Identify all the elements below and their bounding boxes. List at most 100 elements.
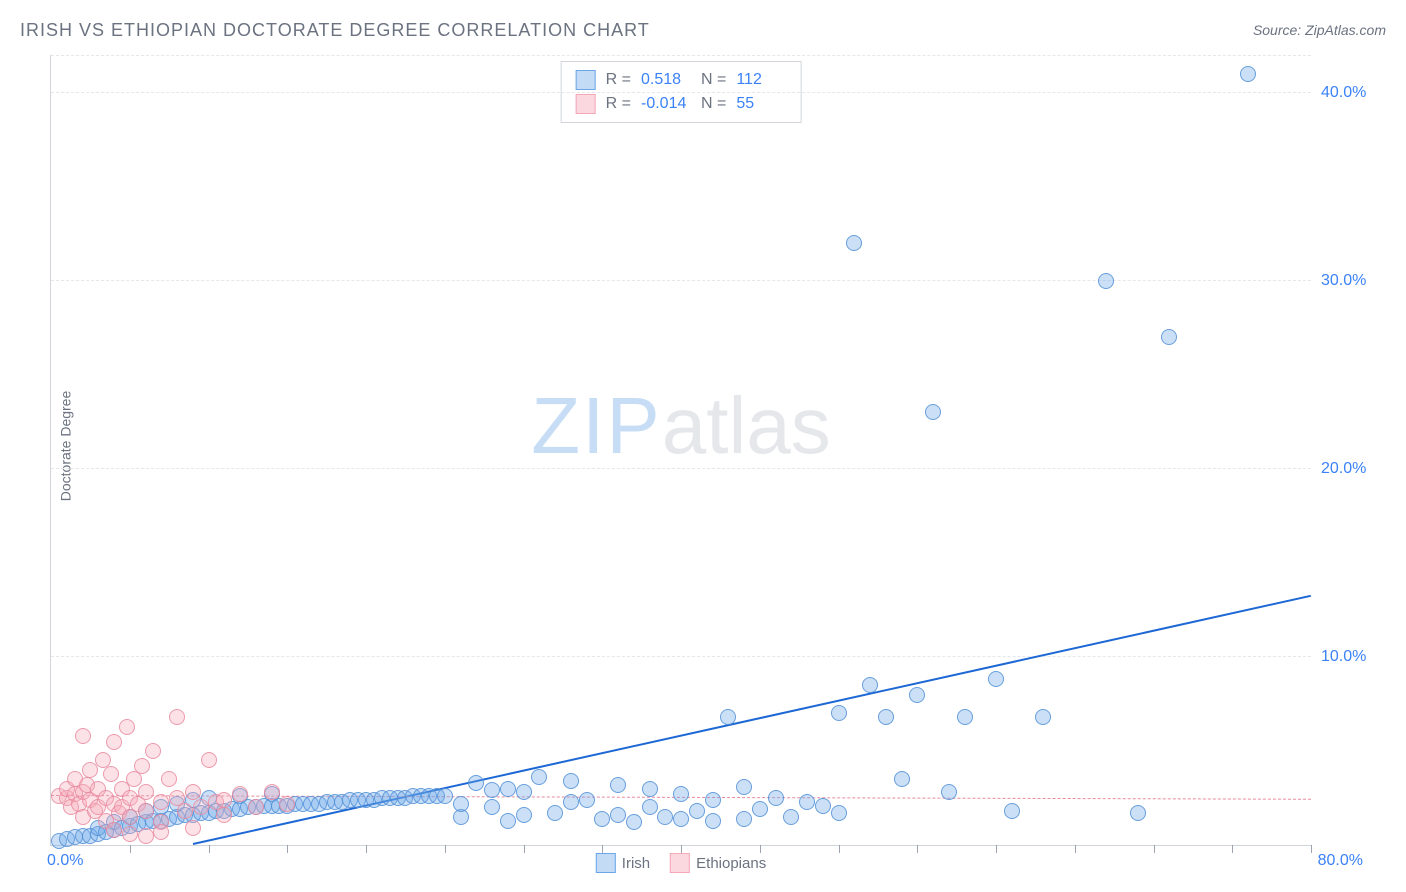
plot-area: ZIPatlas R = 0.518 N = 112 R = -0.014 N …: [50, 55, 1311, 846]
data-point: [279, 796, 295, 812]
data-point: [705, 792, 721, 808]
data-point: [957, 709, 973, 725]
data-point: [138, 784, 154, 800]
swatch-ethiopians: [576, 94, 596, 114]
data-point: [248, 799, 264, 815]
x-tick: [1154, 845, 1155, 853]
legend-label-irish: Irish: [622, 855, 650, 872]
data-point: [1161, 329, 1177, 345]
watermark: ZIPatlas: [531, 380, 830, 472]
data-point: [138, 828, 154, 844]
data-point: [216, 807, 232, 823]
gridline: [51, 468, 1311, 469]
n-value-irish: 112: [736, 71, 786, 89]
y-tick-label: 10.0%: [1321, 648, 1381, 666]
data-point: [736, 779, 752, 795]
data-point: [484, 782, 500, 798]
data-point: [516, 784, 532, 800]
chart-container: IRISH VS ETHIOPIAN DOCTORATE DEGREE CORR…: [0, 0, 1406, 892]
data-point: [437, 788, 453, 804]
data-point: [673, 811, 689, 827]
gridline: [51, 55, 1311, 56]
data-point: [516, 807, 532, 823]
data-point: [153, 794, 169, 810]
watermark-zip: ZIP: [531, 381, 661, 470]
x-tick: [839, 845, 840, 853]
data-point: [500, 781, 516, 797]
data-point: [909, 687, 925, 703]
data-point: [862, 677, 878, 693]
gridline: [51, 280, 1311, 281]
legend-item-irish: Irish: [596, 853, 650, 873]
data-point: [815, 798, 831, 814]
gridline: [51, 92, 1311, 93]
data-point: [626, 814, 642, 830]
data-point: [177, 803, 193, 819]
y-tick-label: 30.0%: [1321, 272, 1381, 290]
series-legend: Irish Ethiopians: [596, 853, 766, 873]
data-point: [736, 811, 752, 827]
data-point: [106, 734, 122, 750]
stats-row-irish: R = 0.518 N = 112: [576, 68, 787, 92]
data-point: [894, 771, 910, 787]
data-point: [468, 775, 484, 791]
data-point: [138, 803, 154, 819]
data-point: [579, 792, 595, 808]
watermark-atlas: atlas: [662, 381, 831, 470]
x-tick: [602, 845, 603, 853]
data-point: [610, 807, 626, 823]
x-tick: [681, 845, 682, 853]
n-label: N =: [701, 95, 726, 113]
data-point: [752, 801, 768, 817]
data-point: [122, 826, 138, 842]
data-point: [1240, 66, 1256, 82]
swatch-irish: [576, 70, 596, 90]
legend-label-ethiopians: Ethiopians: [696, 855, 766, 872]
data-point: [161, 771, 177, 787]
gridline: [51, 656, 1311, 657]
x-tick: [130, 845, 131, 853]
data-point: [988, 671, 1004, 687]
data-point: [642, 781, 658, 797]
legend-item-ethiopians: Ethiopians: [670, 853, 766, 873]
data-point: [145, 743, 161, 759]
data-point: [831, 705, 847, 721]
data-point: [642, 799, 658, 815]
data-point: [193, 799, 209, 815]
data-point: [720, 709, 736, 725]
data-point: [547, 805, 563, 821]
data-point: [563, 794, 579, 810]
x-axis-max-label: 80.0%: [1318, 852, 1363, 870]
x-tick: [1232, 845, 1233, 853]
source-attribution: Source: ZipAtlas.com: [1253, 22, 1386, 38]
n-label: N =: [701, 71, 726, 89]
data-point: [185, 784, 201, 800]
data-point: [1035, 709, 1051, 725]
data-point: [75, 728, 91, 744]
data-point: [846, 235, 862, 251]
data-point: [1098, 273, 1114, 289]
y-tick-label: 20.0%: [1321, 460, 1381, 478]
data-point: [216, 792, 232, 808]
data-point: [185, 820, 201, 836]
data-point: [925, 404, 941, 420]
data-point: [831, 805, 847, 821]
r-label: R =: [606, 71, 631, 89]
x-tick: [760, 845, 761, 853]
r-label: R =: [606, 95, 631, 113]
legend-swatch-ethiopians: [670, 853, 690, 873]
data-point: [941, 784, 957, 800]
data-point: [500, 813, 516, 829]
x-tick: [445, 845, 446, 853]
x-tick: [524, 845, 525, 853]
data-point: [169, 709, 185, 725]
data-point: [264, 784, 280, 800]
x-axis-min-label: 0.0%: [47, 852, 83, 870]
x-tick: [366, 845, 367, 853]
r-value-ethiopians: -0.014: [641, 95, 691, 113]
data-point: [1130, 805, 1146, 821]
data-point: [689, 803, 705, 819]
data-point: [783, 809, 799, 825]
y-tick-label: 40.0%: [1321, 84, 1381, 102]
data-point: [119, 719, 135, 735]
